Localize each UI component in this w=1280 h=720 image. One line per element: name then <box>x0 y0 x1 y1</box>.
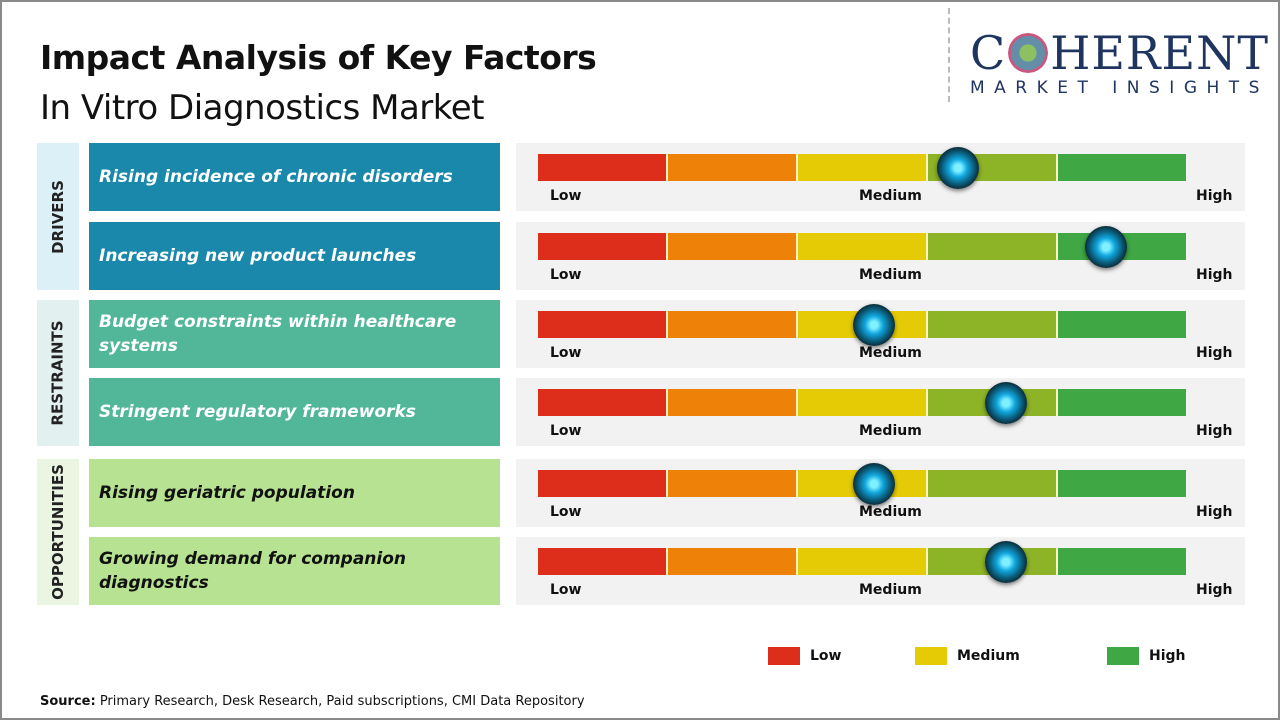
impact-bar-panel: Low Medium High <box>516 222 1245 290</box>
scale-label-low: Low <box>550 582 582 598</box>
scale-label-low: Low <box>550 188 582 204</box>
impact-marker <box>853 463 896 505</box>
factor-label: Rising geriatric population <box>89 459 500 527</box>
scale-label-medium: Medium <box>859 504 922 520</box>
scale-segment <box>538 389 668 416</box>
scale-segment <box>798 154 928 181</box>
scale-segment <box>928 470 1058 497</box>
scale-label-medium: Medium <box>859 423 922 439</box>
scale-segment <box>1058 389 1186 416</box>
legend-item-low: Low <box>768 647 841 665</box>
factor-label: Increasing new product launches <box>89 222 500 290</box>
logo-globe-icon <box>1008 33 1049 73</box>
scale-label-low: Low <box>550 267 582 283</box>
logo-divider <box>948 8 950 102</box>
impact-scale-bar <box>538 548 1186 575</box>
scale-label-high: High <box>1196 423 1233 439</box>
company-logo: C HERENT MARKET INSIGHTS <box>970 26 1270 98</box>
scale-label-low: Low <box>550 423 582 439</box>
scale-label-medium: Medium <box>859 188 922 204</box>
factor-label: Budget constraints within healthcare sys… <box>89 300 500 368</box>
scale-segment <box>928 311 1058 338</box>
scale-label-low: Low <box>550 345 582 361</box>
impact-bar-panel: Low Medium High <box>516 537 1245 605</box>
category-opportunities: OPPORTUNITIES <box>37 459 79 605</box>
logo-subtitle: MARKET INSIGHTS <box>970 78 1269 98</box>
scale-label-medium: Medium <box>859 582 922 598</box>
legend-swatch <box>768 647 800 665</box>
scale-segment <box>668 548 798 575</box>
impact-marker <box>853 304 896 346</box>
category-restraints: RESTRAINTS <box>37 300 79 446</box>
scale-segment <box>1058 548 1186 575</box>
impact-bar-panel: Low Medium High <box>516 459 1245 527</box>
scale-segment <box>1058 154 1186 181</box>
scale-segment <box>538 470 668 497</box>
impact-scale-bar <box>538 470 1186 497</box>
impact-bar-panel: Low Medium High <box>516 378 1245 446</box>
scale-label-high: High <box>1196 582 1233 598</box>
scale-segment <box>668 389 798 416</box>
scale-label-high: High <box>1196 267 1233 283</box>
scale-label-high: High <box>1196 504 1233 520</box>
scale-segment <box>538 154 668 181</box>
impact-marker <box>984 541 1027 583</box>
page-title: Impact Analysis of Key Factors <box>40 38 597 77</box>
scale-segment <box>1058 470 1186 497</box>
legend-swatch <box>915 647 947 665</box>
impact-scale-bar <box>538 233 1186 260</box>
impact-marker <box>984 382 1027 424</box>
scale-segment <box>928 233 1058 260</box>
scale-label-high: High <box>1196 345 1233 361</box>
impact-marker <box>936 147 979 189</box>
scale-segment <box>1058 311 1186 338</box>
scale-segment <box>798 548 928 575</box>
category-label: RESTRAINTS <box>49 320 68 426</box>
scale-label-high: High <box>1196 188 1233 204</box>
impact-bar-panel: Low Medium High <box>516 143 1245 211</box>
scale-label-medium: Medium <box>859 345 922 361</box>
factor-label: Stringent regulatory frameworks <box>89 378 500 446</box>
source-text: Primary Research, Desk Research, Paid su… <box>95 694 585 709</box>
source-label: Source: <box>40 694 96 709</box>
category-drivers: DRIVERS <box>37 143 79 290</box>
legend-label: High <box>1149 648 1186 664</box>
scale-segment <box>538 233 668 260</box>
scale-segment <box>538 548 668 575</box>
category-label: DRIVERS <box>49 179 68 254</box>
page-subtitle: In Vitro Diagnostics Market <box>40 88 485 128</box>
impact-bar-panel: Low Medium High <box>516 300 1245 368</box>
scale-segment <box>668 311 798 338</box>
impact-scale-bar <box>538 154 1186 181</box>
scale-label-medium: Medium <box>859 267 922 283</box>
scale-label-low: Low <box>550 504 582 520</box>
factor-label: Growing demand for companion diagnostics <box>89 537 500 605</box>
source-note: Source: Primary Research, Desk Research,… <box>40 694 585 709</box>
legend-label: Low <box>810 648 842 664</box>
impact-scale-bar <box>538 389 1186 416</box>
factor-label: Rising incidence of chronic disorders <box>89 143 500 211</box>
impact-marker <box>1085 226 1128 268</box>
legend-item-high: High <box>1107 647 1186 665</box>
scale-segment <box>798 389 928 416</box>
scale-segment <box>538 311 668 338</box>
scale-segment <box>668 154 798 181</box>
legend-label: Medium <box>957 648 1020 664</box>
legend-swatch <box>1107 647 1139 665</box>
scale-segment <box>798 233 928 260</box>
scale-segment <box>668 470 798 497</box>
scale-segment <box>668 233 798 260</box>
legend-item-medium: Medium <box>915 647 1020 665</box>
category-label: OPPORTUNITIES <box>49 464 67 600</box>
